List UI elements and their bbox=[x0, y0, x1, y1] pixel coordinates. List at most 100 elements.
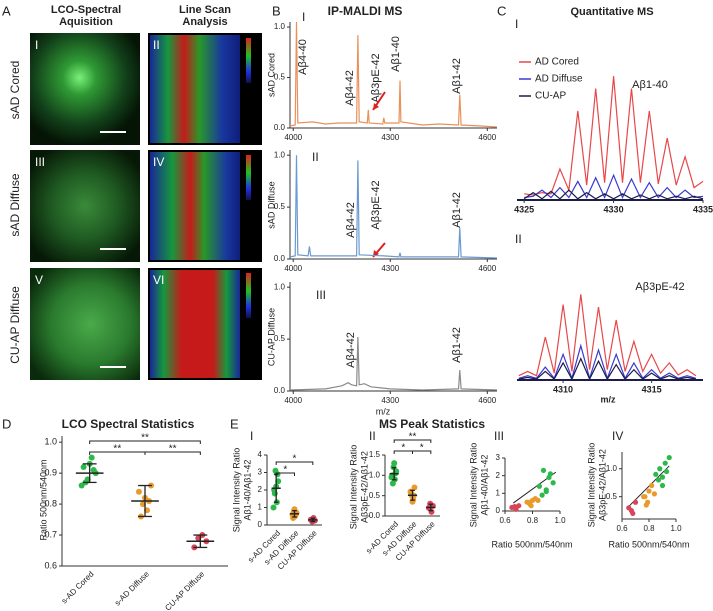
x-tick-label: 4335 bbox=[693, 204, 713, 214]
peak-annotation: Aβ3pE-42 bbox=[370, 53, 382, 102]
x-tick-label: 4600 bbox=[478, 396, 496, 405]
series-line bbox=[289, 155, 498, 259]
significance-bracket bbox=[144, 451, 201, 455]
x-tick-label: 0.8 bbox=[527, 516, 539, 525]
image-label: IV bbox=[153, 155, 164, 169]
image-label: V bbox=[35, 273, 43, 287]
fluorescence-image bbox=[30, 33, 140, 145]
data-point bbox=[628, 508, 635, 514]
legend-label: AD Diffuse bbox=[535, 74, 583, 85]
data-point bbox=[388, 474, 395, 481]
row-label: CU-AP Diffuse bbox=[8, 286, 22, 364]
x-tick-label: 4000 bbox=[284, 133, 302, 142]
line-scan-image bbox=[150, 152, 240, 260]
y-tick-label: 1.0 bbox=[274, 22, 286, 31]
y-tick-label: 4 bbox=[258, 450, 263, 459]
x-tick-label: 1.0 bbox=[670, 524, 682, 533]
x-tick-label: 4300 bbox=[381, 264, 399, 273]
y-tick-label: 1.0 bbox=[44, 437, 57, 447]
y-tick-label: 2 bbox=[258, 485, 263, 494]
y-tick-label: 0.8 bbox=[44, 498, 57, 508]
row-label: sAD Diffuse bbox=[8, 173, 22, 236]
y-tick-label: 0.7 bbox=[44, 529, 57, 539]
peak-annotation: Aβ1-42 bbox=[451, 58, 463, 94]
significance-label: * bbox=[283, 465, 287, 476]
image-label: I bbox=[35, 38, 38, 52]
peak-annotation: Aβ1-42 bbox=[451, 327, 463, 363]
data-point bbox=[90, 467, 97, 474]
colorbar bbox=[246, 38, 251, 83]
x-tick-label: 4310 bbox=[553, 384, 573, 394]
y-axis-label: CU-AP Diffuse bbox=[266, 308, 276, 366]
x-tick-label: 4330 bbox=[604, 204, 624, 214]
series-line bbox=[518, 294, 697, 377]
peak-annotation: Aβ4-42 bbox=[345, 332, 357, 368]
y-tick-label: 3 bbox=[496, 453, 501, 462]
data-point bbox=[536, 483, 542, 489]
peak-annotation: Aβ1-42 bbox=[451, 192, 463, 228]
sub-panel-label: I bbox=[515, 17, 518, 31]
data-point bbox=[653, 471, 659, 477]
peak-annotation: Aβ4-42 bbox=[344, 70, 356, 106]
x-tick-label: 0.8 bbox=[643, 524, 655, 533]
significance-label: ** bbox=[113, 444, 121, 455]
y-tick-label: 1.0 bbox=[606, 464, 618, 473]
data-point bbox=[135, 488, 142, 495]
significance-label: ** bbox=[409, 432, 417, 443]
y-tick-label: 1 bbox=[496, 488, 501, 497]
data-point bbox=[543, 488, 549, 495]
significance-bracket bbox=[412, 450, 432, 454]
y-tick-label: 1.0 bbox=[369, 470, 381, 479]
data-point bbox=[550, 480, 556, 486]
x-tick-label: CU-AP Diffuse bbox=[163, 569, 206, 611]
peak-annotation: Aβ3pE-42 bbox=[635, 281, 684, 293]
y-tick-label: 0.0 bbox=[369, 511, 381, 520]
fluorescence-image bbox=[30, 150, 140, 262]
y-tick-label: 0 bbox=[258, 520, 263, 529]
sub-panel-label: III bbox=[316, 288, 326, 302]
panel-title: Quantitative MS bbox=[570, 6, 653, 18]
x-tick-label: 4000 bbox=[284, 396, 302, 405]
series-line bbox=[524, 76, 704, 196]
x-tick-label: 1.0 bbox=[554, 516, 566, 525]
y-tick-label: 1.5 bbox=[369, 450, 381, 459]
data-point bbox=[666, 454, 672, 461]
y-axis-label: Ratio 500nm/540nm bbox=[38, 459, 48, 540]
data-point bbox=[525, 499, 531, 505]
y-tick-label: 0.5 bbox=[274, 73, 286, 82]
y-axis-label: sAD Diffuse bbox=[266, 181, 276, 228]
line-scan-image bbox=[150, 270, 240, 378]
significance-bracket bbox=[275, 472, 295, 476]
x-tick-label: 4325 bbox=[514, 204, 534, 214]
y-tick-label: 0.5 bbox=[274, 202, 286, 211]
x-axis-label: m/z bbox=[600, 394, 616, 404]
sub-panel-label: II bbox=[312, 150, 319, 164]
sub-panel-label: I bbox=[250, 429, 253, 443]
legend-label: CU-AP bbox=[535, 91, 566, 102]
colorbar bbox=[246, 155, 251, 200]
panel-title: MS Peak Statistics bbox=[379, 417, 485, 431]
peak-annotation: Aβ3pE-42 bbox=[370, 180, 382, 229]
panel-letter: D bbox=[2, 416, 11, 431]
y-axis-label: Aβ3pE-42/Aβ1-42 bbox=[597, 449, 607, 521]
y-tick-label: 1.0 bbox=[274, 150, 286, 159]
data-point bbox=[649, 482, 655, 489]
column-header: LCO-Spectral Aquisition bbox=[50, 4, 122, 28]
y-axis-label: Aβ1-40/Aβ1-42 bbox=[242, 460, 252, 521]
y-tick-label: 2 bbox=[496, 471, 501, 480]
data-point bbox=[659, 482, 666, 489]
data-point bbox=[270, 504, 277, 511]
data-point bbox=[651, 491, 658, 497]
y-tick-label: 0.0 bbox=[274, 386, 286, 395]
x-tick-label: 4300 bbox=[381, 396, 399, 405]
series-line bbox=[523, 189, 704, 200]
significance-label: * bbox=[420, 443, 424, 454]
y-axis-label: Signal Intensity Ratio bbox=[231, 448, 241, 533]
series-line bbox=[289, 336, 498, 391]
legend-label: AD Cored bbox=[535, 57, 579, 68]
significance-label: ** bbox=[169, 444, 177, 455]
sub-panel-label: II bbox=[369, 429, 376, 443]
significance-bracket bbox=[275, 461, 314, 465]
data-point bbox=[659, 474, 666, 480]
